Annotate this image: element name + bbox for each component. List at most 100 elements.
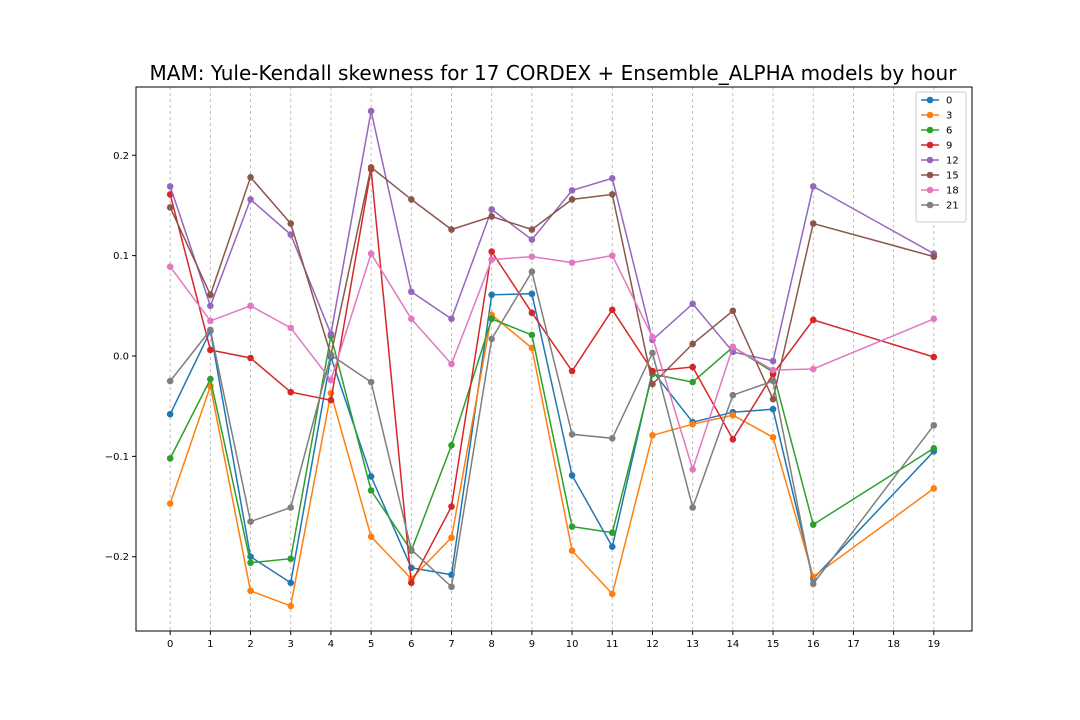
chart-title: MAM: Yule-Kendall skewness for 17 CORDEX… bbox=[150, 61, 958, 85]
legend-label: 15 bbox=[946, 171, 959, 182]
data-point bbox=[287, 504, 295, 511]
data-point bbox=[930, 485, 938, 492]
data-point bbox=[568, 523, 576, 530]
data-point bbox=[568, 196, 576, 203]
legend-marker bbox=[926, 126, 934, 134]
data-point bbox=[488, 315, 496, 323]
legend-item-6: 6 bbox=[921, 126, 952, 137]
data-point bbox=[528, 226, 536, 233]
x-tick-label: 1 bbox=[207, 639, 213, 650]
x-tick-label: 4 bbox=[328, 639, 334, 650]
legend-item-21: 21 bbox=[921, 201, 959, 212]
data-point bbox=[769, 405, 777, 413]
data-point bbox=[448, 315, 455, 323]
data-point bbox=[166, 183, 174, 190]
data-point bbox=[207, 317, 214, 325]
data-point bbox=[327, 351, 335, 359]
data-point bbox=[287, 555, 295, 563]
data-point bbox=[608, 590, 616, 598]
legend-label: 6 bbox=[946, 126, 952, 137]
series-18 bbox=[166, 250, 938, 473]
data-point bbox=[809, 316, 817, 324]
x-tick-label: 3 bbox=[288, 639, 294, 650]
x-tick-label: 14 bbox=[726, 639, 739, 650]
data-point bbox=[930, 445, 938, 452]
data-point bbox=[448, 442, 455, 449]
data-point bbox=[608, 529, 616, 536]
data-point bbox=[207, 302, 214, 310]
data-point bbox=[408, 288, 415, 296]
series-line-21 bbox=[169, 269, 935, 589]
data-point bbox=[608, 191, 616, 198]
data-point bbox=[367, 250, 375, 257]
data-point bbox=[528, 236, 536, 243]
legend-marker bbox=[926, 186, 934, 194]
legend-item-9: 9 bbox=[921, 141, 952, 152]
data-point bbox=[287, 231, 295, 238]
data-point bbox=[528, 331, 536, 339]
x-tick-label: 16 bbox=[807, 639, 820, 650]
data-point bbox=[207, 291, 214, 299]
data-point bbox=[568, 367, 576, 375]
data-point bbox=[729, 411, 737, 419]
data-point bbox=[568, 547, 576, 555]
data-point bbox=[649, 431, 656, 439]
x-tick-label: 0 bbox=[167, 639, 173, 650]
legend-marker bbox=[926, 96, 934, 104]
data-point bbox=[207, 326, 214, 334]
data-point bbox=[608, 434, 616, 442]
data-point bbox=[528, 309, 536, 317]
x-tick-label: 15 bbox=[767, 639, 780, 650]
data-point bbox=[448, 583, 455, 591]
data-point bbox=[207, 346, 214, 354]
data-point bbox=[689, 363, 696, 371]
data-point bbox=[528, 268, 536, 275]
data-point bbox=[930, 253, 938, 260]
y-tick-label: −0.1 bbox=[105, 452, 129, 463]
legend: 0 3 6 9 12 15 18 21 bbox=[915, 91, 967, 223]
data-point bbox=[287, 579, 295, 587]
data-point bbox=[689, 420, 696, 428]
data-point bbox=[166, 263, 174, 270]
data-point bbox=[367, 533, 375, 540]
series-line-3 bbox=[169, 313, 935, 607]
data-point bbox=[608, 175, 616, 182]
data-point bbox=[408, 315, 415, 323]
series-21 bbox=[166, 268, 938, 591]
data-point bbox=[166, 410, 174, 418]
legend-item-18: 18 bbox=[921, 186, 959, 197]
legend-marker bbox=[926, 141, 934, 149]
data-point bbox=[608, 543, 616, 550]
data-point bbox=[166, 377, 174, 385]
data-point bbox=[287, 388, 295, 396]
legend-label: 21 bbox=[946, 201, 959, 212]
data-point bbox=[649, 349, 656, 357]
series-line-9 bbox=[169, 169, 935, 586]
data-point bbox=[528, 253, 536, 260]
data-point bbox=[568, 259, 576, 266]
data-point bbox=[448, 534, 455, 541]
data-point bbox=[287, 602, 295, 610]
data-point bbox=[608, 306, 616, 314]
data-point bbox=[689, 300, 696, 308]
data-point bbox=[367, 473, 375, 480]
data-point bbox=[729, 435, 737, 443]
legend-marker bbox=[926, 111, 934, 119]
data-point bbox=[568, 472, 576, 479]
series-3 bbox=[166, 311, 938, 610]
data-point bbox=[367, 487, 375, 494]
y-tick-label: 0.2 bbox=[113, 151, 129, 162]
x-tick-label: 6 bbox=[408, 639, 414, 650]
x-tick-label: 11 bbox=[606, 639, 619, 650]
series-lines bbox=[166, 107, 938, 610]
data-point bbox=[408, 546, 415, 554]
series-line-12 bbox=[169, 110, 935, 362]
x-tick-label: 10 bbox=[566, 639, 579, 650]
data-point bbox=[247, 354, 254, 362]
data-point bbox=[488, 213, 496, 220]
data-point bbox=[809, 365, 817, 373]
legend-item-12: 12 bbox=[921, 156, 959, 167]
x-tick-label: 18 bbox=[887, 639, 900, 650]
data-point bbox=[689, 466, 696, 473]
legend-item-15: 15 bbox=[921, 171, 959, 182]
